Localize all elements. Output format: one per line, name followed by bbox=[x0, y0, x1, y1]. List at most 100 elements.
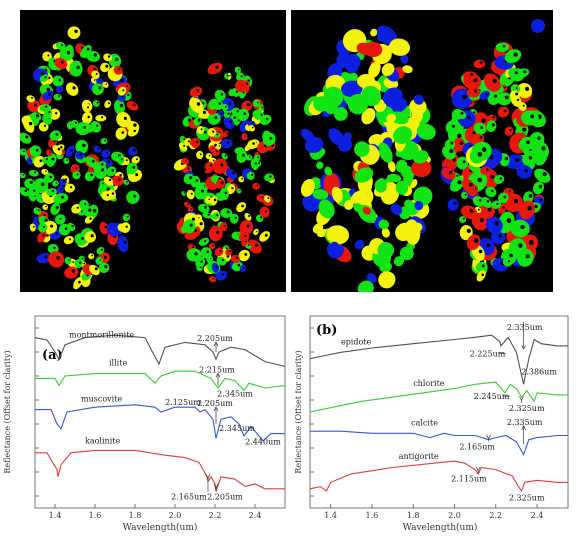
x-axis-label: Wavelength(um) bbox=[403, 522, 478, 533]
grain bbox=[239, 220, 254, 235]
grain-gap bbox=[518, 243, 523, 248]
annotation-label: 2.245um bbox=[474, 392, 510, 401]
grain bbox=[224, 73, 230, 79]
grain-gap bbox=[135, 158, 138, 161]
grain-gap bbox=[528, 240, 534, 245]
grain bbox=[331, 186, 343, 203]
grain-gap bbox=[208, 198, 210, 201]
grain-gap bbox=[247, 102, 251, 107]
grain bbox=[469, 148, 485, 164]
grain bbox=[442, 145, 456, 160]
grain-gap bbox=[74, 121, 77, 124]
grain-gap bbox=[200, 260, 203, 263]
grain bbox=[104, 100, 112, 109]
series-label: calcite bbox=[411, 418, 438, 427]
grain bbox=[100, 138, 108, 145]
annotation-arrowhead bbox=[213, 341, 219, 347]
grain-gap bbox=[43, 124, 47, 127]
grain bbox=[378, 271, 396, 289]
grain bbox=[120, 222, 131, 233]
grain-gap bbox=[45, 105, 48, 108]
grain-gap bbox=[485, 168, 489, 172]
grain-gap bbox=[261, 106, 264, 109]
grain-gap bbox=[63, 179, 66, 183]
grain-gap bbox=[216, 214, 219, 217]
grain-gap bbox=[243, 267, 245, 269]
grain-gap bbox=[503, 109, 507, 113]
grain bbox=[95, 161, 107, 170]
grain-gap bbox=[48, 92, 51, 96]
grain-gap bbox=[464, 193, 467, 196]
grain bbox=[117, 155, 125, 165]
grain bbox=[75, 122, 91, 136]
series-layer bbox=[309, 334, 568, 493]
grain-gap bbox=[494, 221, 499, 226]
grain bbox=[413, 186, 433, 206]
grain-gap bbox=[534, 204, 538, 209]
grain bbox=[484, 73, 501, 92]
grain-gap bbox=[513, 198, 519, 204]
grain bbox=[71, 203, 82, 214]
grain-gap bbox=[499, 177, 502, 180]
grain-gap bbox=[72, 86, 76, 90]
grain bbox=[529, 132, 545, 147]
grain-gap bbox=[227, 112, 230, 115]
grain-gap bbox=[89, 217, 92, 220]
grain bbox=[190, 137, 201, 149]
grain bbox=[49, 130, 62, 141]
grain bbox=[48, 251, 65, 268]
grain-gap bbox=[106, 187, 111, 191]
grain bbox=[491, 200, 502, 209]
grain-gap bbox=[251, 173, 254, 176]
grain bbox=[33, 178, 49, 194]
grain-gap bbox=[115, 58, 119, 61]
grain-gap bbox=[226, 141, 230, 144]
grain bbox=[93, 145, 102, 153]
grain-gap bbox=[216, 150, 219, 153]
grain bbox=[27, 99, 41, 113]
grain bbox=[65, 145, 75, 158]
spectra-chart-a: (a) montmorillonite illite muscovite kaolin… bbox=[0, 308, 290, 541]
grain-gap bbox=[233, 116, 236, 119]
grain bbox=[473, 59, 486, 69]
grain bbox=[69, 60, 83, 77]
grain bbox=[63, 235, 74, 245]
grain bbox=[252, 182, 260, 190]
grain-gap bbox=[132, 148, 136, 152]
grain bbox=[395, 180, 409, 195]
grain-gap bbox=[51, 189, 55, 193]
grain-gap bbox=[216, 230, 220, 234]
grain-gap bbox=[190, 208, 192, 210]
grain bbox=[532, 181, 545, 195]
grain bbox=[447, 198, 459, 211]
grain bbox=[495, 42, 510, 53]
grain bbox=[487, 89, 501, 105]
grain bbox=[74, 151, 85, 160]
grain bbox=[198, 237, 210, 246]
annotation-label: 2.225um bbox=[470, 350, 506, 359]
grain-gap bbox=[244, 253, 248, 256]
spectra-chart-b-svg: (b) epidote chlorite calcite antigorite 2.33… bbox=[294, 315, 569, 533]
grain-gap bbox=[91, 254, 94, 257]
grain bbox=[504, 126, 514, 136]
grain-gap bbox=[88, 208, 92, 212]
grain bbox=[390, 203, 403, 215]
x-tick-label: 2.0 bbox=[448, 511, 461, 520]
grain-gap bbox=[107, 160, 111, 164]
grain-gap bbox=[457, 133, 462, 139]
grain-gap bbox=[496, 202, 499, 205]
grain bbox=[441, 167, 456, 180]
series-label: antigorite bbox=[399, 452, 439, 461]
grain bbox=[402, 65, 413, 74]
grain-gap bbox=[82, 143, 86, 148]
grain-gap bbox=[132, 165, 136, 169]
grain bbox=[26, 95, 35, 103]
grain bbox=[219, 187, 230, 201]
grain-gap bbox=[224, 191, 228, 195]
grain bbox=[450, 176, 465, 192]
series-montmorillonite-line bbox=[34, 334, 286, 367]
grain bbox=[353, 203, 363, 212]
grain bbox=[89, 264, 100, 276]
grain-gap bbox=[538, 184, 543, 189]
grain-gap bbox=[120, 158, 123, 161]
